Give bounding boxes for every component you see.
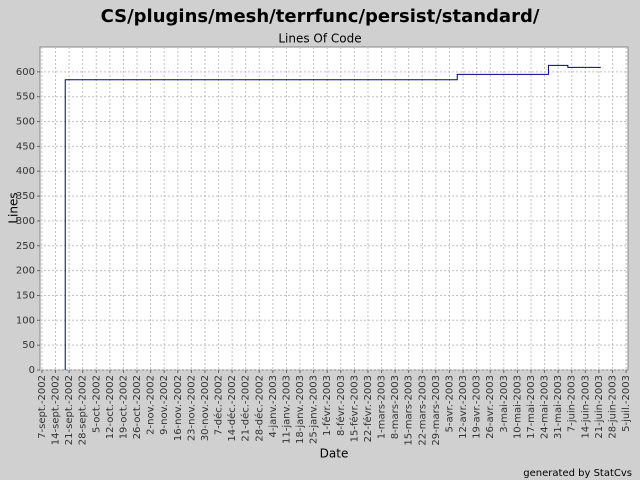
x-tick-label: 28-sept.-2002 xyxy=(78,375,89,445)
x-tick-label: 26-oct.-2002 xyxy=(132,375,143,439)
x-tick-label: 5-juil.-2003 xyxy=(621,375,632,432)
x-tick-label: 22-mars-2003 xyxy=(417,375,428,446)
x-tick-label: 14-juin-2003 xyxy=(580,375,591,439)
x-tick-label: 28-juin-2003 xyxy=(607,375,618,439)
x-tick-label: 19-avr.-2003 xyxy=(472,375,483,439)
x-tick-label: 7-déc.-2002 xyxy=(213,375,225,435)
x-tick-label: 21-déc.-2002 xyxy=(240,375,252,442)
y-tick-label: 400 xyxy=(16,166,35,177)
x-tick-label: 1-févr.-2003 xyxy=(321,375,333,436)
plot-area xyxy=(39,46,629,371)
y-tick-label: 550 xyxy=(16,92,35,103)
x-tick-label: 22-févr.-2003 xyxy=(362,375,374,442)
x-tick-label: 12-avr.-2003 xyxy=(458,375,469,439)
x-tick-label: 23-nov.-2002 xyxy=(186,375,197,441)
footer: generated by StatCvs xyxy=(523,468,632,479)
y-tick-label: 100 xyxy=(16,315,35,326)
x-tick-label: 18-janv.-2003 xyxy=(295,375,306,444)
x-tick-label: 12-oct.-2002 xyxy=(105,375,116,439)
y-tick-label: 0 xyxy=(29,365,35,376)
x-tick-label: 14-sept.-2002 xyxy=(51,375,62,445)
y-tick-label: 600 xyxy=(16,67,35,78)
x-tick-label: 5-oct.-2002 xyxy=(91,375,102,433)
x-tick-label: 7-juin-2003 xyxy=(567,375,578,432)
y-tick-label: 450 xyxy=(16,141,35,152)
x-tick-label: 10-mai-2003 xyxy=(512,375,523,439)
x-tick-label: 15-mars-2003 xyxy=(404,375,415,446)
y-tick-label: 300 xyxy=(16,216,35,227)
y-tick-label: 50 xyxy=(22,340,35,351)
x-tick-label: 28-déc.-2002 xyxy=(253,375,265,442)
chart-subtitle: Lines Of Code xyxy=(278,32,361,46)
x-tick-label: 29-mars-2003 xyxy=(431,375,442,446)
x-tick-label: 31-mai-2003 xyxy=(553,375,564,439)
x-tick-label: 15-févr.-2003 xyxy=(348,375,360,442)
x-tick-label: 24-mai-2003 xyxy=(540,375,551,439)
x-tick-label: 26-avr.-2003 xyxy=(485,375,496,439)
y-tick-label: 350 xyxy=(16,191,35,202)
y-tick-label: 250 xyxy=(16,241,35,252)
x-tick-label: 8-mars-2003 xyxy=(390,375,401,439)
x-tick-label: 21-sept.-2002 xyxy=(64,375,75,445)
x-tick-label: 5-avr.-2003 xyxy=(444,375,455,432)
x-tick-label: 11-janv.-2003 xyxy=(281,375,292,444)
x-tick-label: 17-mai-2003 xyxy=(526,375,537,439)
chart-title: CS/plugins/mesh/terrfunc/persist/standar… xyxy=(101,6,540,27)
x-tick-label: 30-nov.-2002 xyxy=(200,375,211,441)
x-tick-label: 3-mai-2003 xyxy=(499,375,510,433)
y-axis-label: Lines xyxy=(7,192,21,223)
x-tick-label: 19-oct.-2002 xyxy=(118,375,129,439)
data-line xyxy=(64,64,601,370)
x-tick-label: 16-nov.-2002 xyxy=(173,375,184,441)
x-tick-label: 4-janv.-2003 xyxy=(268,375,279,438)
y-tick-label: 200 xyxy=(16,266,35,277)
x-tick-label: 14-déc.-2002 xyxy=(226,375,238,442)
x-tick-label: 25-janv.-2003 xyxy=(309,375,320,444)
x-tick-label: 1-mars-2003 xyxy=(377,375,388,439)
x-tick-label: 8-févr.-2003 xyxy=(335,375,347,436)
x-tick-label: 2-nov.-2002 xyxy=(146,375,157,435)
y-tick-label: 150 xyxy=(16,290,35,301)
x-tick-label: 21-juin-2003 xyxy=(594,375,605,439)
x-tick-label: 9-nov.-2002 xyxy=(159,375,170,435)
x-axis-label: Date xyxy=(320,447,349,461)
x-tick-label: 7-sept.-2002 xyxy=(37,375,48,439)
y-tick-label: 500 xyxy=(16,117,35,128)
